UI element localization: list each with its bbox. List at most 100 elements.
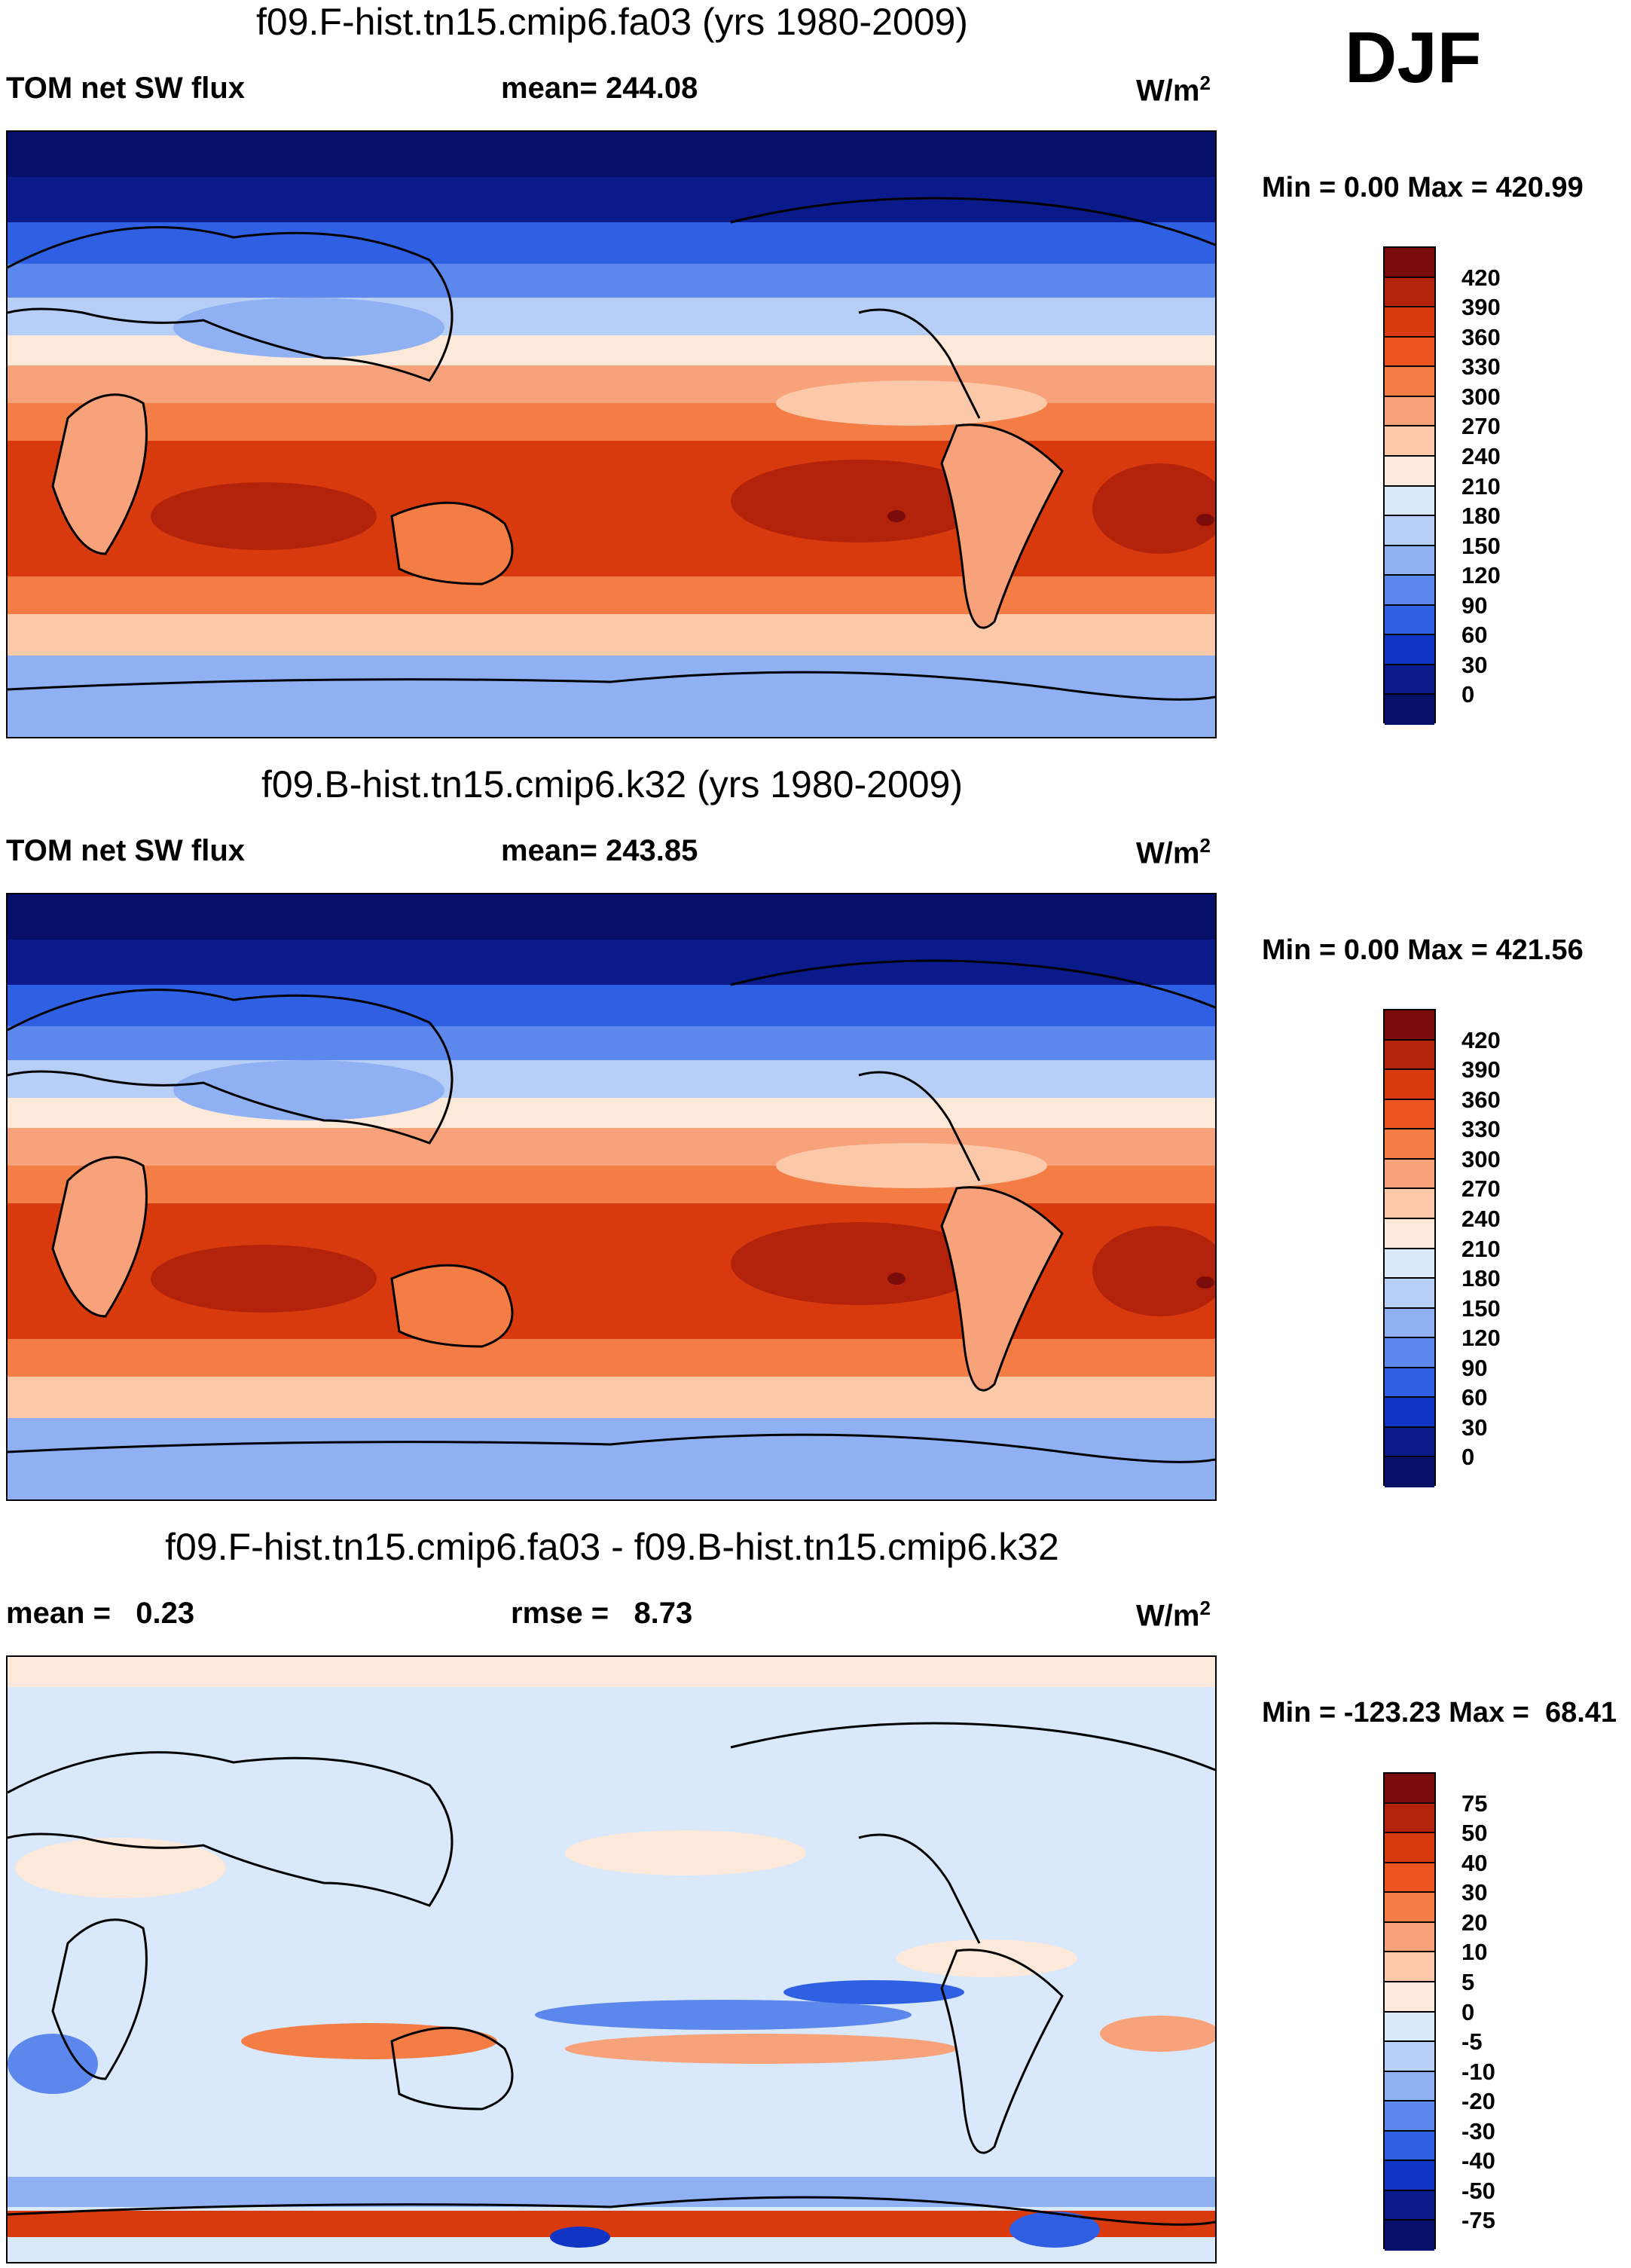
- panel3-minmax: Min = -123.23 Max = 68.41: [1262, 1697, 1617, 1729]
- colorbar-tick-label: 300: [1461, 1145, 1501, 1172]
- colorbar-swatch: [1385, 2221, 1434, 2251]
- colorbar-swatch: [1385, 1427, 1434, 1458]
- colorbar-tick-label: 300: [1461, 383, 1501, 410]
- panel2-units-text: W/m: [1136, 836, 1200, 870]
- colorbar-swatch: [1385, 1368, 1434, 1398]
- colorbar-tick-label: 420: [1461, 264, 1501, 291]
- colorbar-tick-label: -50: [1461, 2177, 1495, 2204]
- colorbar-tick-label: 270: [1461, 413, 1501, 440]
- panel1-units-exponent: 2: [1199, 72, 1211, 94]
- colorbar-swatch: [1385, 635, 1434, 665]
- colorbar-tick-label: 120: [1461, 562, 1501, 589]
- panel1-map: [6, 130, 1217, 738]
- colorbar-swatch: [1385, 396, 1434, 427]
- colorbar-tick-label: 390: [1461, 1056, 1501, 1084]
- colorbar-tick-label: 0: [1461, 681, 1475, 708]
- colorbar-swatch: [1385, 1338, 1434, 1368]
- panel3-map: [6, 1655, 1217, 2263]
- panel1-mean-label: mean= 244.08: [501, 72, 698, 105]
- colorbar-tick-label: 30: [1461, 651, 1488, 678]
- colorbar-tick-label: 150: [1461, 532, 1501, 559]
- colorbar-swatch: [1385, 576, 1434, 606]
- colorbar-tick-label: 210: [1461, 472, 1501, 500]
- colorbar-swatch: [1385, 695, 1434, 725]
- colorbar-swatch: [1385, 1129, 1434, 1160]
- colorbar-tick-label: 5: [1461, 1968, 1475, 1995]
- panel3-title: f09.F-hist.tn15.cmip6.fa03 - f09.B-hist.…: [165, 1526, 1059, 1568]
- colorbar-tick-label: 240: [1461, 1205, 1501, 1232]
- colorbar-swatch: [1385, 665, 1434, 695]
- colorbar-swatch: [1385, 1189, 1434, 1219]
- colorbar-tick-label: -10: [1461, 2058, 1495, 2085]
- colorbar-tick-label: 30: [1461, 1414, 1488, 1441]
- colorbar-tick-label: 360: [1461, 323, 1501, 350]
- colorbar-tick-label: 10: [1461, 1939, 1488, 1966]
- colorbar-swatch: [1385, 546, 1434, 576]
- panel1-minmax: Min = 0.00 Max = 420.99: [1262, 172, 1584, 203]
- colorbar-tick-label: 60: [1461, 622, 1488, 649]
- colorbar-swatch: [1385, 1863, 1434, 1894]
- colorbar-swatch: [1385, 1040, 1434, 1071]
- panel2-mean-label: mean= 243.85: [501, 834, 698, 867]
- colorbar-swatch: [1385, 248, 1434, 278]
- colorbar-tick-label: 0: [1461, 1998, 1475, 2025]
- colorbar-tick-label: -5: [1461, 2028, 1483, 2056]
- colorbar-tick-label: -75: [1461, 2207, 1495, 2234]
- panel2-map: [6, 893, 1217, 1501]
- colorbar-tick-label: 90: [1461, 1354, 1488, 1381]
- panel3-colorbar: [1383, 1772, 1436, 2251]
- colorbar-swatch: [1385, 367, 1434, 397]
- colorbar-swatch: [1385, 1398, 1434, 1428]
- panel3-map-svg: [8, 1657, 1215, 2262]
- colorbar-tick-label: 120: [1461, 1325, 1501, 1352]
- panel2-variable-label: TOM net SW flux: [6, 834, 246, 867]
- colorbar-swatch: [1385, 277, 1434, 308]
- panel3-units: W/m2: [1136, 1597, 1211, 1633]
- colorbar-tick-label: 60: [1461, 1384, 1488, 1411]
- colorbar-swatch: [1385, 2071, 1434, 2102]
- panel1-map-svg: [8, 132, 1215, 737]
- colorbar-tick-label: -20: [1461, 2088, 1495, 2115]
- colorbar-swatch: [1385, 1893, 1434, 1923]
- colorbar-swatch: [1385, 1457, 1434, 1487]
- colorbar-swatch: [1385, 337, 1434, 368]
- colorbar-swatch: [1385, 1982, 1434, 2013]
- colorbar-tick-label: 240: [1461, 442, 1501, 469]
- season-label: DJF: [1345, 17, 1482, 98]
- colorbar-tick-label: -30: [1461, 2117, 1495, 2144]
- colorbar-swatch: [1385, 1070, 1434, 1100]
- colorbar-tick-label: 420: [1461, 1026, 1501, 1053]
- colorbar-swatch: [1385, 1308, 1434, 1339]
- colorbar-swatch: [1385, 1010, 1434, 1041]
- colorbar-swatch: [1385, 1218, 1434, 1249]
- colorbar-tick-label: 210: [1461, 1235, 1501, 1262]
- colorbar-swatch: [1385, 2161, 1434, 2191]
- colorbar-swatch: [1385, 1774, 1434, 1804]
- panel3-mean-label: mean = 0.23: [6, 1597, 195, 1630]
- panel2-title: f09.B-hist.tn15.cmip6.k32 (yrs 1980-2009…: [261, 763, 964, 805]
- colorbar-tick-label: 90: [1461, 591, 1488, 619]
- colorbar-swatch: [1385, 1803, 1434, 1834]
- panel1-variable-label: TOM net SW flux: [6, 72, 246, 105]
- colorbar-tick-label: 360: [1461, 1086, 1501, 1113]
- colorbar-swatch: [1385, 486, 1434, 517]
- colorbar-tick-label: 0: [1461, 1444, 1475, 1471]
- colorbar-swatch: [1385, 456, 1434, 487]
- colorbar-swatch: [1385, 2101, 1434, 2132]
- colorbar-swatch: [1385, 307, 1434, 338]
- colorbar-swatch: [1385, 1279, 1434, 1309]
- colorbar-tick-label: 30: [1461, 1879, 1488, 1906]
- colorbar-tick-label: 180: [1461, 1265, 1501, 1292]
- colorbar-swatch: [1385, 605, 1434, 636]
- colorbar-swatch: [1385, 1833, 1434, 1863]
- colorbar-tick-label: 330: [1461, 1116, 1501, 1143]
- panel3-rmse-label: rmse = 8.73: [511, 1597, 693, 1630]
- panel3-units-text: W/m: [1136, 1599, 1200, 1633]
- colorbar-swatch: [1385, 1159, 1434, 1190]
- colorbar-swatch: [1385, 2012, 1434, 2043]
- colorbar-tick-label: 270: [1461, 1175, 1501, 1203]
- colorbar-tick-label: 20: [1461, 1909, 1488, 1936]
- colorbar-tick-label: 40: [1461, 1849, 1488, 1876]
- colorbar-swatch: [1385, 1099, 1434, 1130]
- colorbar-swatch: [1385, 426, 1434, 457]
